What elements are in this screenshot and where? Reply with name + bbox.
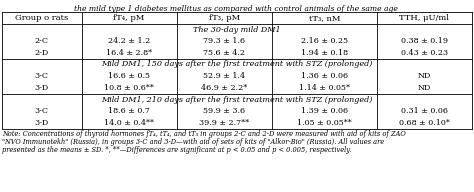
Text: The 30-day mild DM1: The 30-day mild DM1 <box>193 26 281 33</box>
Text: 10.8 ± 0.6**: 10.8 ± 0.6** <box>104 84 154 92</box>
Text: 0.68 ± 0.10*: 0.68 ± 0.10* <box>399 119 450 127</box>
Text: 79.3 ± 1.6: 79.3 ± 1.6 <box>203 37 245 45</box>
Text: 1.14 ± 0.05*: 1.14 ± 0.05* <box>299 84 350 92</box>
Text: Mild DM1, 210 days after the first treatment with STZ (prolonged): Mild DM1, 210 days after the first treat… <box>101 95 373 103</box>
Text: TTH, μU/ml: TTH, μU/ml <box>400 14 449 22</box>
Text: 75.6 ± 4.2: 75.6 ± 4.2 <box>203 49 245 57</box>
Text: 1.39 ± 0.06: 1.39 ± 0.06 <box>301 107 348 115</box>
Text: 0.43 ± 0.23: 0.43 ± 0.23 <box>401 49 448 57</box>
Text: fT₄, pM: fT₄, pM <box>113 14 145 22</box>
Text: 24.2 ± 1.2: 24.2 ± 1.2 <box>108 37 150 45</box>
Text: 3-D: 3-D <box>35 119 49 127</box>
Text: 16.4 ± 2.8*: 16.4 ± 2.8* <box>106 49 152 57</box>
Text: tT₃, nM: tT₃, nM <box>309 14 340 22</box>
Text: Mild DM1, 150 days after the first treatment with STZ (prolonged): Mild DM1, 150 days after the first treat… <box>101 60 373 69</box>
Text: 18.6 ± 0.7: 18.6 ± 0.7 <box>108 107 150 115</box>
Text: fT₃, pM: fT₃, pM <box>209 14 240 22</box>
Text: ND: ND <box>418 72 431 80</box>
Text: 1.94 ± 0.18: 1.94 ± 0.18 <box>301 49 348 57</box>
Text: ND: ND <box>418 84 431 92</box>
Text: Group o rats: Group o rats <box>15 14 68 22</box>
Text: 1.05 ± 0.05**: 1.05 ± 0.05** <box>297 119 352 127</box>
Text: 3-D: 3-D <box>35 84 49 92</box>
Text: 3-C: 3-C <box>35 72 49 80</box>
Text: "NVO Immunotekh" (Russia), in groups 3-C and 3-D—with aid of sets of kits of "Al: "NVO Immunotekh" (Russia), in groups 3-C… <box>2 138 384 146</box>
Text: the mild type 1 diabetes mellitus as compared with control animals of the same a: the mild type 1 diabetes mellitus as com… <box>74 5 398 13</box>
Text: 14.0 ± 0.4**: 14.0 ± 0.4** <box>104 119 154 127</box>
Text: 52.9 ± 1.4: 52.9 ± 1.4 <box>203 72 245 80</box>
Text: 2-D: 2-D <box>35 49 49 57</box>
Text: presented as the means ± SD. *, **—Differences are significant at p < 0.05 and p: presented as the means ± SD. *, **—Diffe… <box>2 146 351 154</box>
Text: 0.31 ± 0.06: 0.31 ± 0.06 <box>401 107 448 115</box>
Text: 16.6 ± 0.5: 16.6 ± 0.5 <box>108 72 150 80</box>
Text: 2.16 ± 0.25: 2.16 ± 0.25 <box>301 37 348 45</box>
Text: 59.9 ± 3.6: 59.9 ± 3.6 <box>203 107 245 115</box>
Text: 1.36 ± 0.06: 1.36 ± 0.06 <box>301 72 348 80</box>
Text: 46.9 ± 2.2*: 46.9 ± 2.2* <box>201 84 247 92</box>
Text: 0.38 ± 0.19: 0.38 ± 0.19 <box>401 37 448 45</box>
Text: 2-C: 2-C <box>35 37 49 45</box>
Text: 39.9 ± 2.7**: 39.9 ± 2.7** <box>199 119 249 127</box>
Text: 3-C: 3-C <box>35 107 49 115</box>
Text: Note: Concentrations of thyroid hormones fT₄, tT₄, and tT₃ in groups 2-C and 2-D: Note: Concentrations of thyroid hormones… <box>2 130 406 138</box>
